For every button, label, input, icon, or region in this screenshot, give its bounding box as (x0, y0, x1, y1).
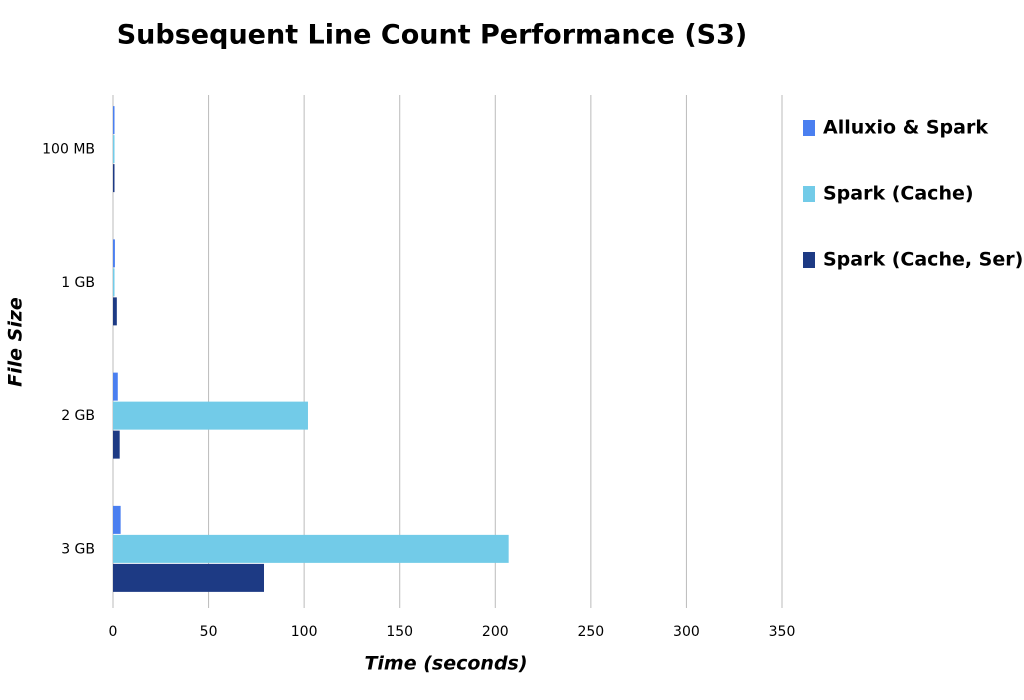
x-tick-label: 0 (109, 624, 118, 640)
bar (113, 505, 121, 534)
bar (113, 297, 117, 326)
x-axis-label: Time (seconds) (364, 653, 527, 675)
x-tick-label: 300 (673, 624, 700, 640)
bar (113, 135, 115, 164)
y-tick-label: 1 GB (61, 275, 95, 291)
bar (113, 268, 115, 297)
bar (113, 430, 120, 459)
x-tick-label: 50 (200, 624, 218, 640)
bar (113, 239, 115, 268)
x-tick-label: 350 (769, 624, 796, 640)
bar (113, 563, 265, 592)
legend-label: Alluxio & Spark (823, 117, 988, 139)
y-tick-label: 2 GB (61, 408, 95, 424)
bar (113, 401, 308, 430)
bar (113, 534, 509, 563)
x-tick-label: 200 (482, 624, 509, 640)
bar (113, 164, 115, 193)
x-tick-label: 150 (386, 624, 413, 640)
x-tick-label: 250 (577, 624, 604, 640)
y-tick-label: 100 MB (42, 142, 95, 158)
legend-label: Spark (Cache) (823, 183, 974, 205)
y-axis-label: File Size (5, 297, 27, 387)
legend-swatch (803, 120, 815, 136)
legend-label: Spark (Cache, Ser) (823, 249, 1023, 271)
y-tick-label: 3 GB (61, 541, 95, 557)
legend-swatch (803, 186, 815, 202)
x-tick-label: 100 (291, 624, 318, 640)
bar (113, 372, 118, 401)
chart-title: Subsequent Line Count Performance (S3) (117, 20, 748, 51)
bar (113, 106, 115, 135)
legend-swatch (803, 252, 815, 268)
